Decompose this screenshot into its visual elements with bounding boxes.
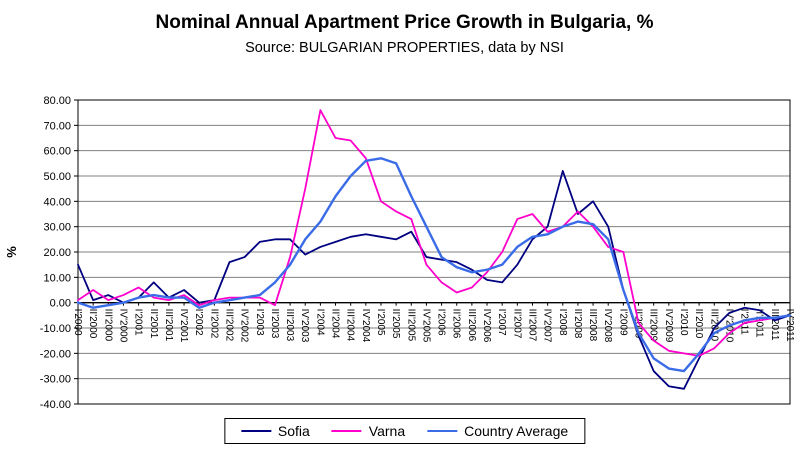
y-axis: 80.00 70.00 60.00 50.00 40.00 30.00 20.00 10.00…: [40, 95, 78, 411]
x-axis-label: I'2011: [739, 309, 750, 336]
x-axis-label: III'2002: [223, 309, 234, 342]
x-axis-label: II'2008: [572, 309, 583, 339]
x-axis-label: III'2004: [345, 309, 356, 342]
y-axis-label: 10.00: [43, 272, 71, 284]
x-axis-label: IV'2004: [360, 309, 371, 343]
x-axis-label: III'2005: [405, 309, 416, 342]
plot-border: [77, 99, 791, 405]
x-axis-label: I'2010: [678, 309, 689, 336]
x-axis-label: IV'2003: [299, 309, 310, 343]
x-axis-label: IV'2002: [239, 309, 250, 343]
x-axis-label: III'2008: [587, 309, 598, 342]
x-axis-label: II'2002: [208, 309, 219, 339]
country-average-line-sample: [427, 430, 458, 432]
legend-label: Varna: [368, 423, 406, 439]
x-axis-label: IV'2000: [117, 309, 128, 343]
y-axis-label: 30.00: [43, 222, 71, 234]
x-axis-label: II'2010: [693, 309, 704, 339]
x-axis-label: IV'2007: [542, 309, 553, 343]
x-axis-label: III'2007: [526, 309, 537, 342]
sofia-line-sample: [240, 430, 271, 432]
x-axis-label: I'2009: [617, 309, 628, 336]
x-axis-label: II'2000: [87, 309, 98, 339]
y-axis-label: 70.00: [43, 120, 71, 132]
legend-label: Sofia: [277, 423, 310, 439]
y-axis-label: 60.00: [43, 146, 71, 158]
y-axis-label: 0.00: [50, 298, 71, 310]
x-axis-label: II'2004: [330, 309, 341, 339]
series-varna: [77, 109, 791, 357]
legend-item-sofia: Sofia: [240, 423, 310, 439]
legend-label: Country Average: [464, 423, 569, 439]
x-axis-label: I'2008: [557, 309, 568, 336]
x-axis-label: III'2011: [769, 309, 780, 341]
x-axis-label: IV'2011: [784, 309, 795, 342]
y-axis-label: 80.00: [43, 95, 71, 107]
series-sofia: [77, 170, 791, 390]
x-axis-label: I'2003: [254, 309, 265, 336]
x-axis-label: III'2003: [284, 309, 295, 342]
y-axis-label: 50.00: [43, 171, 71, 183]
x-axis-label: IV'2009: [663, 309, 674, 343]
x-axis-label: IV'2005: [420, 309, 431, 343]
x-axis-label: II'2011: [754, 309, 765, 338]
x-axis-label: IV'2001: [178, 309, 189, 343]
x-axis-label: I'2005: [375, 309, 386, 336]
x-axis-label: I'2006: [436, 309, 447, 336]
x-axis-label: III'2010: [708, 309, 719, 342]
x-axis-label: III'2001: [163, 309, 174, 342]
x-axis-label: I'2007: [496, 309, 507, 336]
x-axis-label: II'2009: [633, 309, 644, 339]
y-axis-label: 20.00: [43, 247, 71, 259]
x-axis-label: III'2006: [466, 309, 477, 342]
x-axis-label: II'2003: [269, 309, 280, 339]
gridlines: [78, 99, 790, 405]
x-axis-label: III'2000: [102, 309, 113, 342]
y-axis-label: 40.00: [43, 196, 71, 208]
y-axis-label: -30.00: [40, 374, 71, 386]
y-axis-title: %: [4, 246, 19, 258]
x-axis-label: II'2007: [511, 309, 522, 339]
x-axis-label: I'2001: [133, 309, 144, 336]
legend-item-varna: Varna: [331, 423, 406, 439]
x-axis-label: III'2009: [648, 309, 659, 342]
legend-item-country-average: Country Average: [427, 423, 568, 439]
legend: Sofia Varna Country Average: [223, 418, 586, 444]
x-axis-label: II'2006: [451, 309, 462, 339]
x-axis-label: IV'2008: [602, 309, 613, 343]
chart-subtitle: Source: BULGARIAN PROPERTIES, data by NS…: [245, 40, 564, 56]
x-axis-label: II'2001: [148, 309, 159, 339]
y-axis-label: -40.00: [40, 399, 71, 411]
x-axis-label: I'2002: [193, 309, 204, 336]
x-axis-label: I'2004: [314, 309, 325, 336]
varna-line-sample: [331, 430, 362, 432]
y-axis-label: -10.00: [40, 323, 71, 335]
chart-title: Nominal Annual Apartment Price Growth in…: [155, 12, 654, 33]
x-axis-labels: I'2000 II'2000 III'2000 IV'2000 I'2001 II'200…: [72, 309, 795, 343]
series-country-average: [76, 157, 792, 373]
y-axis-label: -20.00: [40, 348, 71, 360]
x-axis-label: IV'2006: [481, 309, 492, 343]
x-axis-label: I'2000: [72, 309, 83, 336]
x-axis-label: II'2005: [390, 309, 401, 339]
